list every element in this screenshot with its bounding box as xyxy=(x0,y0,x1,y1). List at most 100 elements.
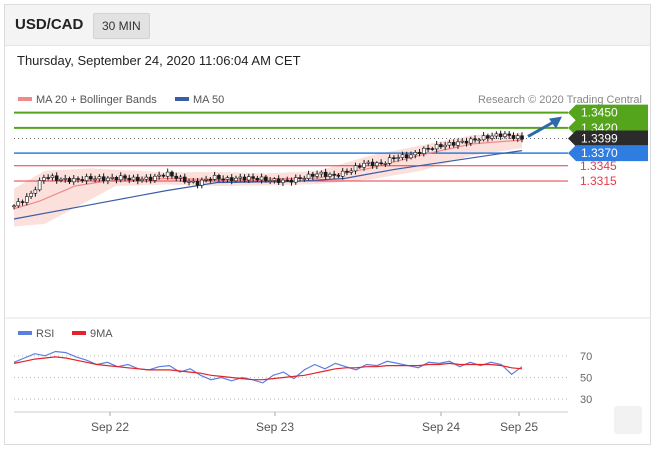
candle-body xyxy=(16,201,21,207)
timeframe-button[interactable]: 30 MIN xyxy=(93,13,150,39)
rsi9-legend-swatch xyxy=(72,331,86,335)
candle-body xyxy=(447,142,452,146)
level-label-2: 1.3399 xyxy=(581,131,618,145)
candle-body xyxy=(481,135,486,141)
candle-body xyxy=(289,179,294,183)
candle-body xyxy=(409,154,413,159)
candle-body xyxy=(285,179,290,182)
candle-body xyxy=(336,175,341,177)
candle-body xyxy=(439,144,443,148)
candle-body xyxy=(144,176,149,180)
candle-body xyxy=(46,177,50,179)
forecast-arrow-head xyxy=(549,116,562,129)
candle-body xyxy=(520,135,524,140)
candle-body xyxy=(37,180,42,191)
rsi-legend-swatch xyxy=(18,331,32,335)
candle-body xyxy=(404,154,409,159)
candle-body xyxy=(490,135,494,139)
candle-body xyxy=(426,147,430,150)
ma50-line xyxy=(13,150,523,220)
candle-body xyxy=(170,171,174,177)
candle-body xyxy=(268,180,272,182)
candle-body xyxy=(298,177,302,179)
candle-body xyxy=(187,181,191,183)
rsi-series-9ma xyxy=(13,356,523,381)
candle-body xyxy=(460,140,465,143)
candle-body xyxy=(174,175,179,179)
candle-body xyxy=(106,177,110,182)
candle-body xyxy=(140,178,144,181)
forecast-arrow-line xyxy=(527,119,557,138)
candle-body xyxy=(63,178,68,180)
candle-body xyxy=(443,144,447,148)
candle-body xyxy=(272,178,277,181)
candle-body xyxy=(195,180,200,186)
candle-body xyxy=(20,201,25,203)
ma50-legend-label: MA 50 xyxy=(193,94,224,106)
candle-body xyxy=(473,138,477,141)
candle-body xyxy=(387,157,392,164)
rsi-tick-label-2: 30 xyxy=(580,394,592,406)
candle-body xyxy=(392,157,396,160)
candle-body xyxy=(101,176,106,182)
candle-body xyxy=(293,177,298,183)
candle-body xyxy=(515,135,520,139)
candle-body xyxy=(375,162,379,167)
candle-body xyxy=(71,178,76,183)
candle-body xyxy=(89,176,93,180)
timestamp: Thursday, September 24, 2020 11:06:04 AM… xyxy=(17,53,301,68)
level-label-0: 1.3450 xyxy=(581,106,618,120)
level-tag-3 xyxy=(568,145,648,162)
candle-body xyxy=(127,177,132,181)
level-tag-2 xyxy=(568,130,648,147)
candle-body xyxy=(417,152,422,154)
x-tick-label-2: Sep 24 xyxy=(422,420,460,434)
candle-body xyxy=(182,176,187,183)
ma50-legend-swatch xyxy=(175,97,189,101)
candle-body xyxy=(217,175,221,180)
candle-body xyxy=(153,175,157,181)
candle-body xyxy=(323,171,328,177)
candle-body xyxy=(383,163,388,165)
candle-body xyxy=(200,179,204,186)
candle-body xyxy=(400,154,405,158)
candle-body xyxy=(67,178,72,183)
candle-body xyxy=(332,173,336,176)
watermark-logo xyxy=(614,406,642,434)
candle-body xyxy=(434,144,439,150)
pair-title: USD/CAD xyxy=(15,16,84,33)
candle-body xyxy=(498,133,503,137)
level-label-4: 1.3345 xyxy=(580,159,617,173)
candle-body xyxy=(93,178,97,181)
candle-body xyxy=(264,176,268,181)
rsi9-legend-label: 9MA xyxy=(90,328,113,340)
chart-header: USD/CAD 30 MIN xyxy=(5,5,650,46)
candle-body xyxy=(349,170,354,173)
rsi-legend-label: RSI xyxy=(36,328,54,340)
level-label-5: 1.3315 xyxy=(580,174,617,188)
x-tick-label-0: Sep 22 xyxy=(91,420,129,434)
candle-body xyxy=(451,142,456,146)
candle-body xyxy=(413,152,418,156)
rsi-tick-label-0: 70 xyxy=(580,351,592,363)
candle-body xyxy=(302,178,307,180)
candle-body xyxy=(114,177,119,181)
ma20-legend-label: MA 20 + Bollinger Bands xyxy=(36,94,157,106)
bollinger-band-area xyxy=(14,132,522,227)
candle-body xyxy=(118,175,123,181)
candle-body xyxy=(370,161,375,167)
candle-body xyxy=(255,177,260,181)
candle-body xyxy=(259,176,264,181)
candle-body xyxy=(110,177,114,179)
candle-body xyxy=(353,165,358,172)
candle-body xyxy=(33,189,38,194)
candle-body xyxy=(234,177,238,182)
candle-body xyxy=(135,176,140,181)
candle-body xyxy=(281,179,285,183)
candle-body xyxy=(315,173,319,177)
candle-body xyxy=(468,138,473,144)
candle-body xyxy=(161,174,166,177)
candle-body xyxy=(486,135,490,139)
candle-body xyxy=(12,205,16,208)
candle-body xyxy=(148,176,153,181)
